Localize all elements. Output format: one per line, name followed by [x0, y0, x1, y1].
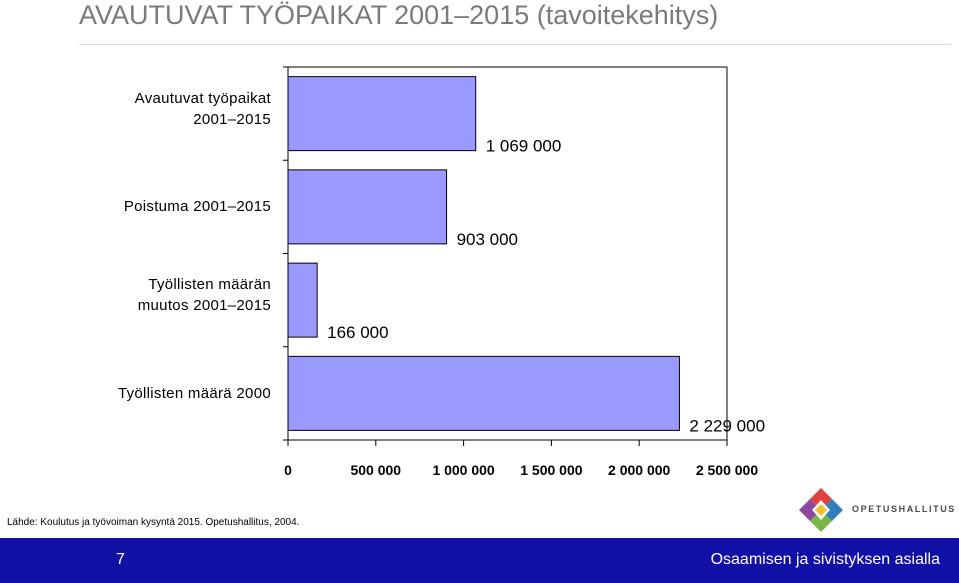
data-label: 903 000 — [457, 230, 518, 249]
bar — [287, 169, 448, 245]
source-note: Lähde: Koulutus ja työvoiman kysyntä 201… — [7, 517, 300, 528]
title-divider — [79, 44, 951, 45]
bar — [287, 355, 680, 431]
opetushallitus-logo-icon — [799, 488, 843, 532]
category-label: Poistuma 2001–2015 — [124, 196, 271, 217]
x-tick-label: 1 000 000 — [432, 462, 494, 478]
category-label: Työllisten määrä 2000 — [118, 383, 271, 404]
category-label-line: muutos 2001–2015 — [137, 297, 271, 315]
category-label-line: Poistuma 2001–2015 — [123, 198, 271, 216]
x-tick-label: 1 500 000 — [520, 462, 582, 478]
slide-title: AVAUTUVAT TYÖPAIKAT 2001–2015 (tavoiteke… — [79, 0, 719, 30]
page-number: 7 — [116, 551, 125, 568]
bar — [287, 262, 318, 338]
x-tick-label: 0 — [284, 462, 292, 478]
logo-text: OPETUSHALLITUS — [852, 504, 956, 514]
category-label: Työllisten määrän muutos 2001–2015 — [138, 274, 271, 316]
category-label-line: 2001–2015 — [193, 110, 271, 128]
category-label-line: Työllisten määrän — [148, 276, 271, 294]
bar — [287, 76, 477, 152]
category-label-line: Työllisten määrä 2000 — [117, 384, 271, 402]
x-tick-label: 500 000 — [350, 462, 401, 478]
footer-bar: 7 Osaamisen ja sivistyksen asialla — [0, 538, 959, 583]
x-tick-label: 2 000 000 — [608, 462, 670, 478]
bar-chart: 0 500 000 1 000 000 1 500 000 2 000 000 2 500… — [283, 66, 765, 478]
category-label-line: Avautuvat työpaikat — [134, 89, 271, 107]
data-label: 2 229 000 — [689, 416, 765, 435]
x-tick-label: 2 500 000 — [696, 462, 758, 478]
category-label: Avautuvat työpaikat 2001–2015 — [135, 88, 271, 130]
footer-slogan: Osaamisen ja sivistyksen asialla — [710, 551, 940, 568]
data-label: 1 069 000 — [486, 137, 562, 156]
data-label: 166 000 — [327, 323, 388, 342]
